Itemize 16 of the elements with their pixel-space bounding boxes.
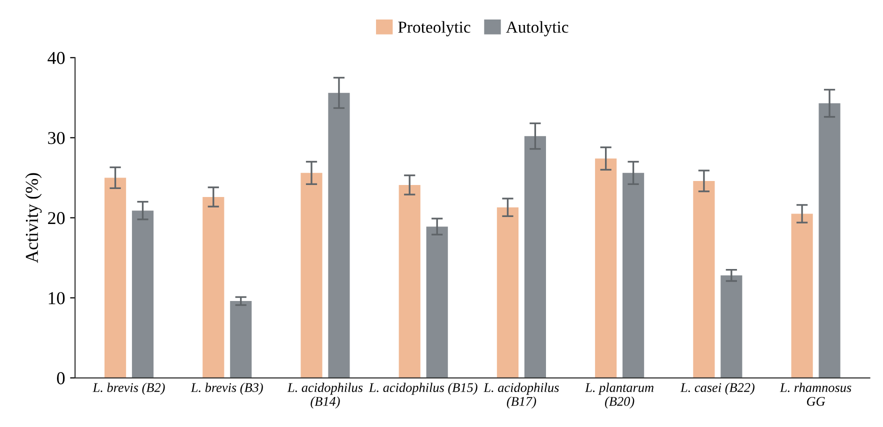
y-tick-label: 0 bbox=[56, 372, 65, 384]
y-tick-label: 20 bbox=[48, 212, 65, 224]
legend-label: Autolytic bbox=[506, 21, 568, 36]
y-tick-label: 10 bbox=[48, 292, 65, 304]
y-tick-label: 30 bbox=[48, 132, 65, 144]
x-tick-label: L. plantarum (B20) bbox=[584, 382, 654, 409]
x-tick-label: L. acidophilus (B17) bbox=[484, 382, 559, 409]
x-tick-label: L. acidophilus (B15) bbox=[368, 382, 478, 395]
x-tick-label: L. brevis (B2) bbox=[92, 382, 165, 395]
x-tick-label: L. brevis (B3) bbox=[190, 382, 263, 395]
y-axis-title: Activity (%) bbox=[25, 173, 42, 263]
x-tick-label: L. rhamnosus GG bbox=[780, 382, 852, 406]
legend-label: Proteolytic bbox=[398, 21, 470, 36]
y-tick-label: 40 bbox=[48, 52, 65, 64]
x-tick-label: L. casei (B22) bbox=[680, 382, 754, 395]
x-tick-label: L. acidophilus (B14) bbox=[287, 382, 363, 409]
